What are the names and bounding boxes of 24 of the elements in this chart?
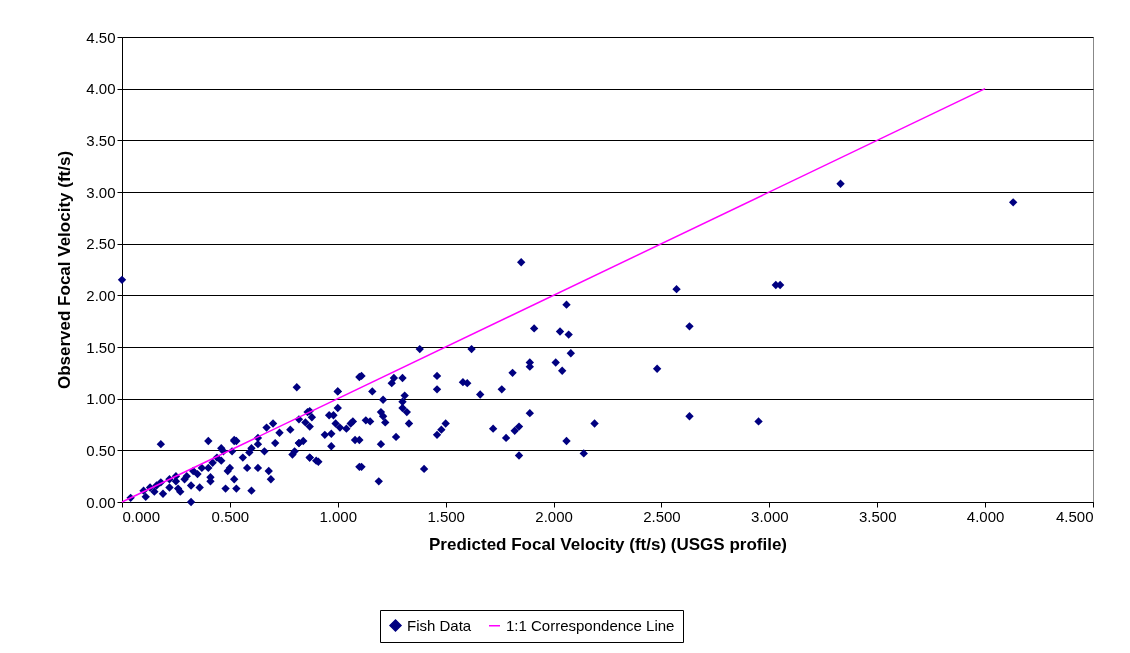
y-tick-label: 1.50: [86, 338, 116, 356]
x-tick-label: 1.000: [319, 507, 358, 525]
x-tick-label: 2.500: [643, 507, 681, 525]
y-tick-label: 1.00: [86, 390, 116, 408]
x-tick-label: 0.000: [122, 507, 161, 525]
x-tick-label: 4.000: [966, 507, 1005, 525]
x-tick-label: 2.000: [535, 507, 573, 525]
x-tick-label: 3.000: [751, 507, 789, 525]
legend-label: Fish Data: [407, 616, 472, 634]
x-axis-title: Predicted Focal Velocity (ft/s) (USGS profile): [428, 534, 788, 554]
y-tick-label: 2.50: [86, 235, 116, 253]
y-tick-label: 3.50: [86, 131, 116, 149]
x-tick-label: 3.500: [858, 507, 897, 525]
y-tick-label: 4.50: [86, 28, 116, 46]
x-tick-label: 4.500: [1055, 507, 1094, 525]
y-tick-label: 4.00: [86, 80, 116, 98]
y-tick-label: 0.00: [86, 493, 116, 511]
y-tick-label: 0.50: [86, 441, 116, 459]
legend-label: 1:1 Correspondence Line: [506, 616, 675, 634]
y-tick-label: 3.00: [86, 183, 116, 201]
x-tick-label: 1.500: [427, 507, 465, 525]
y-axis-title: Observed Focal Velocity (ft/s): [55, 150, 75, 390]
y-tick-label: 2.00: [86, 286, 116, 304]
x-tick-label: 0.500: [211, 507, 250, 525]
